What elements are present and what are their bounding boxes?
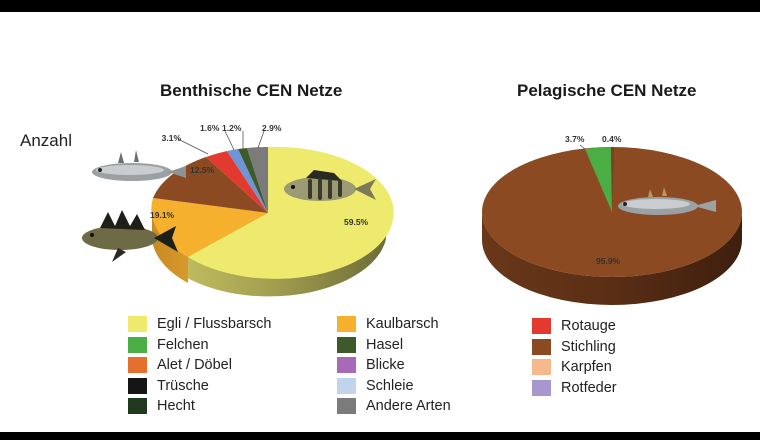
right-chart-title: Pelagische CEN Netze [517, 81, 697, 100]
slice-rotauge [206, 151, 268, 213]
legend-label: Schleie [366, 377, 414, 394]
label-hasel: 1.2% [222, 123, 242, 133]
legend-column-3: Rotauge Stichling Karpfen Rotfeder [532, 316, 617, 398]
label-kaulbarsch: 19.1% [150, 210, 175, 220]
legend-label: Egli / Flussbarsch [157, 316, 272, 333]
legend-column-1: Egli / Flussbarsch Felchen Alet / Döbel … [128, 314, 271, 417]
legend-swatch-schleie [337, 377, 356, 394]
label-rotauge: 3.1% [162, 133, 182, 143]
legend-item: Blicke [337, 355, 451, 376]
label-stichling-pelagic: 95.9% [596, 256, 621, 266]
slice-other-pelagic [611, 146, 614, 212]
legend-swatch-egli [128, 316, 147, 333]
legend-item: Rotauge [532, 316, 617, 337]
legend-label: Alet / Döbel [157, 357, 232, 374]
label-schleie: 1.6% [200, 123, 220, 133]
legend-swatch-hasel [337, 336, 356, 353]
legend-item: Hasel [337, 335, 451, 356]
legend-item: Hecht [128, 396, 271, 417]
legend-swatch-rotfeder [532, 379, 551, 396]
label-andere-arten: 2.9% [262, 123, 282, 133]
legend-swatch-karpfen [532, 359, 551, 376]
legend-swatch-alet [128, 357, 147, 374]
label-stichling: 12.5% [190, 165, 215, 175]
stickleback-fish-icon-right [618, 187, 716, 215]
legend-item: Alet / Döbel [128, 355, 271, 376]
legend-item: Trüsche [128, 376, 271, 397]
slice-schleie [227, 149, 268, 213]
legend-swatch-felchen [128, 336, 147, 353]
legend-item: Schleie [337, 376, 451, 397]
legend-swatch-rotauge [532, 318, 551, 335]
legend-item: Andere Arten [337, 396, 451, 417]
left-pie-side-egli [152, 213, 386, 297]
left-pie-side-kaulbarsch [152, 213, 188, 283]
legend-item: Rotfeder [532, 378, 617, 399]
legend-label: Stichling [561, 338, 616, 355]
legend-label: Trüsche [157, 377, 209, 394]
legend-item: Karpfen [532, 357, 617, 378]
bottom-black-bar [0, 432, 760, 440]
legend-label: Karpfen [561, 359, 612, 376]
legend-column-2: Kaulbarsch Hasel Blicke Schleie Andere A… [337, 314, 451, 417]
right-pie: 3.7% 0.4% 95.9% [482, 134, 742, 305]
ruffe-fish-icon [82, 210, 178, 262]
legend-label: Rotauge [561, 318, 616, 335]
top-black-bar [0, 0, 760, 12]
left-pie: 3.1% 1.6% 1.2% 2.9% 12.5% 19.1% 59.5% [82, 123, 394, 297]
y-axis-label: Anzahl [20, 131, 72, 150]
label-other-pelagic: 0.4% [602, 134, 622, 144]
legend-swatch-blicke [337, 357, 356, 374]
left-chart-title: Benthische CEN Netze [160, 81, 343, 100]
legend-swatch-andere-arten [337, 398, 356, 415]
legend-item: Stichling [532, 337, 617, 358]
legend-swatch-stichling [532, 338, 551, 355]
slice-kaulbarsch [151, 198, 268, 257]
legend-label: Andere Arten [366, 398, 451, 415]
legend-swatch-hecht [128, 398, 147, 415]
legend-item: Felchen [128, 335, 271, 356]
legend-swatch-truesche [128, 377, 147, 394]
legend-label: Felchen [157, 336, 209, 353]
stickleback-fish-icon [92, 150, 186, 181]
slice-andere-arten [247, 146, 268, 213]
legend-label: Kaulbarsch [366, 316, 439, 333]
right-pie-side [482, 212, 742, 305]
legend-item: Kaulbarsch [337, 314, 451, 335]
legend-label: Hecht [157, 398, 195, 415]
legend-label: Blicke [366, 357, 405, 374]
slice-hasel [238, 148, 268, 213]
label-egli: 59.5% [344, 217, 369, 227]
legend-label: Hasel [366, 336, 404, 353]
legend-swatch-kaulbarsch [337, 316, 356, 333]
slice-felchen-pelagic [585, 147, 612, 212]
perch-fish-icon [284, 170, 376, 201]
legend-label: Rotfeder [561, 379, 617, 396]
label-felchen-pelagic: 3.7% [565, 134, 585, 144]
legend-item: Egli / Flussbarsch [128, 314, 271, 335]
